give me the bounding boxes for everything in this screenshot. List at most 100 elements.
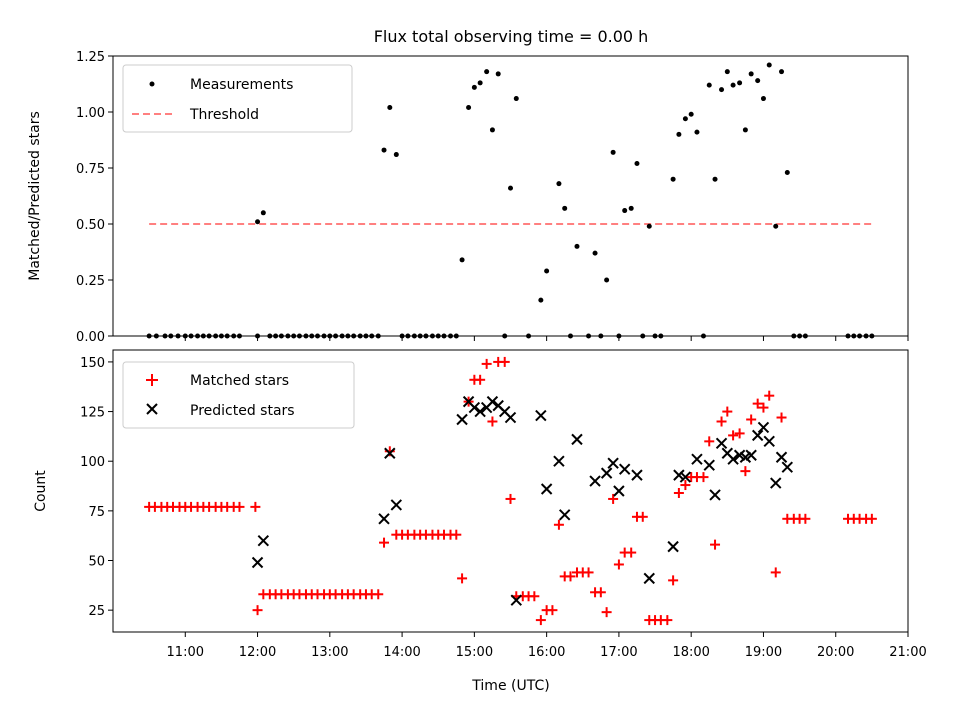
bottom-xtick-label-1: 12:00 [239, 645, 276, 660]
predicted-point-18 [558, 509, 571, 521]
measurement-point-63 [556, 181, 562, 187]
predicted-point-16 [540, 483, 553, 495]
top-ytick-label-3: 0.75 [76, 162, 105, 177]
measurement-point-94 [755, 78, 761, 84]
measurement-point-59 [513, 96, 519, 102]
matched-point-69 [565, 571, 576, 582]
predicted-point-30 [691, 453, 703, 465]
matched-point-64 [535, 615, 546, 626]
top-legend: Measurements Threshold [122, 64, 353, 133]
matched-point-100 [752, 398, 763, 409]
matched-point-37 [373, 589, 384, 600]
matched-point-51 [457, 573, 468, 584]
legend-measurements: Measurements [190, 77, 293, 93]
bottom-panel: 25 50 75 100 125 150 11:00 12:00 13:00 14:00 15:0… [33, 349, 927, 694]
predicted-point-42 [770, 477, 782, 489]
predicted-point-5 [456, 413, 468, 426]
predicted-point-39 [751, 429, 764, 442]
predicted-point-33 [715, 437, 728, 450]
predicted-point-44 [781, 461, 794, 473]
predicted-point-1 [257, 534, 270, 547]
matched-point-50 [451, 529, 462, 540]
legend-matched: Matched stars [190, 373, 289, 389]
measurement-point-91 [737, 80, 743, 86]
measurement-point-50 [459, 257, 465, 263]
matched-point-63 [529, 591, 540, 602]
top-ytick-label-4: 1.00 [76, 106, 105, 121]
predicted-point-43 [775, 451, 788, 463]
matched-point-75 [601, 607, 612, 618]
bottom-marks [144, 356, 877, 626]
legend-measurements-marker [149, 81, 155, 87]
measurement-point-61 [538, 297, 544, 303]
bottom-xtick-label-5: 16:00 [528, 645, 565, 660]
measurement-point-96 [766, 62, 772, 68]
legend-predicted: Predicted stars [190, 403, 295, 419]
measurement-point-84 [694, 129, 700, 135]
matched-point-76 [608, 493, 619, 504]
measurement-point-73 [622, 208, 628, 214]
matched-point-55 [481, 358, 492, 369]
top-x-ticks [184, 336, 909, 341]
legend-threshold: Threshold [189, 107, 259, 123]
measurement-point-98 [779, 69, 785, 75]
measurement-point-37 [381, 147, 387, 153]
bottom-xtick-label-7: 18:00 [672, 645, 709, 660]
bottom-xtick-label-6: 17:00 [600, 645, 637, 660]
bottom-xtick-label-8: 19:00 [745, 645, 782, 660]
measurement-point-74 [628, 205, 634, 211]
predicted-point-21 [600, 467, 613, 479]
bottom-ytick-label-4: 125 [80, 406, 105, 421]
measurement-point-64 [562, 205, 568, 211]
legend-predicted-marker [146, 403, 158, 415]
matched-point-101 [758, 402, 769, 413]
matched-point-79 [626, 547, 637, 558]
measurement-point-38 [387, 105, 393, 111]
top-axes-frame [112, 55, 909, 337]
matched-point-59 [505, 493, 516, 504]
matched-point-97 [734, 428, 745, 439]
top-y-ticks: 0.00 0.25 0.50 0.75 1.00 1.25 [76, 50, 113, 345]
measurement-point-87 [712, 176, 718, 182]
bottom-xtick-label-9: 20:00 [817, 645, 854, 660]
bottom-xtick-label-2: 13:00 [311, 645, 348, 660]
matched-point-81 [637, 511, 648, 522]
measurement-point-81 [676, 131, 682, 137]
matched-point-104 [776, 412, 787, 423]
measurement-point-70 [604, 277, 610, 283]
predicted-point-7 [468, 401, 481, 414]
predicted-point-28 [673, 469, 685, 481]
top-legend-box [122, 64, 353, 133]
predicted-point-31 [703, 459, 715, 471]
predicted-point-14 [510, 594, 522, 606]
predicted-point-38 [745, 449, 757, 461]
measurement-point-52 [471, 84, 477, 90]
matched-point-72 [583, 567, 594, 578]
predicted-point-8 [474, 405, 486, 418]
top-ytick-label-5: 1.25 [76, 50, 105, 65]
measurement-point-71 [610, 149, 616, 155]
bottom-ytick-label-2: 75 [88, 505, 105, 520]
predicted-point-2 [378, 513, 390, 525]
predicted-point-40 [757, 421, 770, 434]
measurement-point-97 [773, 223, 779, 229]
measurement-point-56 [495, 71, 501, 77]
matched-point-91 [698, 472, 709, 483]
predicted-point-29 [679, 471, 692, 483]
matched-point-88 [680, 480, 691, 491]
predicted-point-35 [727, 453, 739, 465]
matched-point-86 [668, 575, 679, 586]
matched-point-113 [866, 513, 877, 524]
bottom-xtick-label-10: 21:00 [889, 645, 926, 660]
predicted-point-23 [613, 485, 625, 497]
measurement-point-92 [742, 127, 748, 133]
predicted-point-4 [390, 499, 403, 511]
top-panel: 0.00 0.25 0.50 0.75 1.00 1.25 Matched/Predict… [27, 50, 909, 345]
measurement-point-39 [393, 152, 399, 158]
measurement-point-68 [592, 250, 598, 256]
predicted-point-13 [504, 411, 517, 424]
measurement-point-77 [646, 223, 652, 229]
matched-point-38 [379, 537, 390, 548]
measurement-point-89 [724, 69, 730, 75]
